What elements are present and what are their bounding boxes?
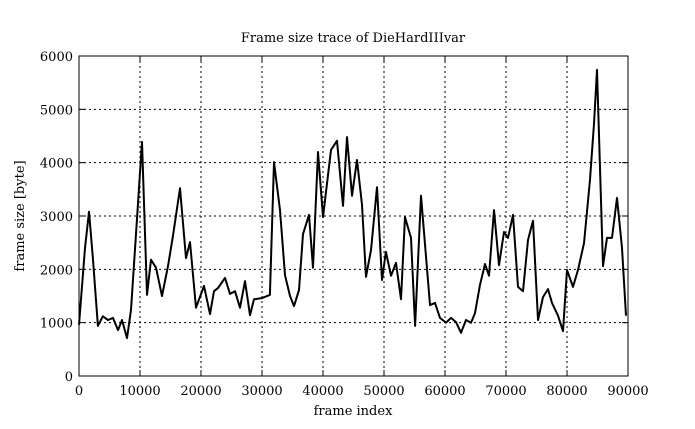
grid bbox=[79, 56, 628, 376]
x-tick-label: 40000 bbox=[302, 384, 343, 399]
ticks: 0 10000 20000 30000 40000 50000 60000 70000 8000… bbox=[40, 50, 649, 399]
x-tick-label: 70000 bbox=[485, 384, 526, 399]
y-tick-label: 1000 bbox=[40, 317, 73, 332]
series-line bbox=[78, 68, 627, 340]
y-tick-label: 3000 bbox=[40, 210, 73, 225]
x-tick-label: 0 bbox=[75, 384, 83, 399]
y-tick-label: 4000 bbox=[40, 157, 73, 172]
chart-title: Frame size trace of DieHardIIIvar bbox=[241, 31, 466, 46]
x-axis-label: frame index bbox=[314, 404, 393, 419]
y-tick-label: 2000 bbox=[40, 263, 73, 278]
x-tick-label: 80000 bbox=[546, 384, 587, 399]
x-tick-label: 60000 bbox=[424, 384, 465, 399]
plot-frame bbox=[78, 55, 629, 377]
x-tick-label: 10000 bbox=[119, 384, 160, 399]
x-tick-label: 30000 bbox=[241, 384, 282, 399]
y-axis-label: frame size [byte] bbox=[13, 160, 28, 271]
x-tick-label: 50000 bbox=[363, 384, 404, 399]
y-tick-label: 0 bbox=[65, 370, 73, 385]
x-tick-label: 90000 bbox=[607, 384, 648, 399]
y-tick-label: 5000 bbox=[40, 103, 73, 118]
x-tick-label: 20000 bbox=[180, 384, 221, 399]
y-tick-label: 6000 bbox=[40, 50, 73, 65]
